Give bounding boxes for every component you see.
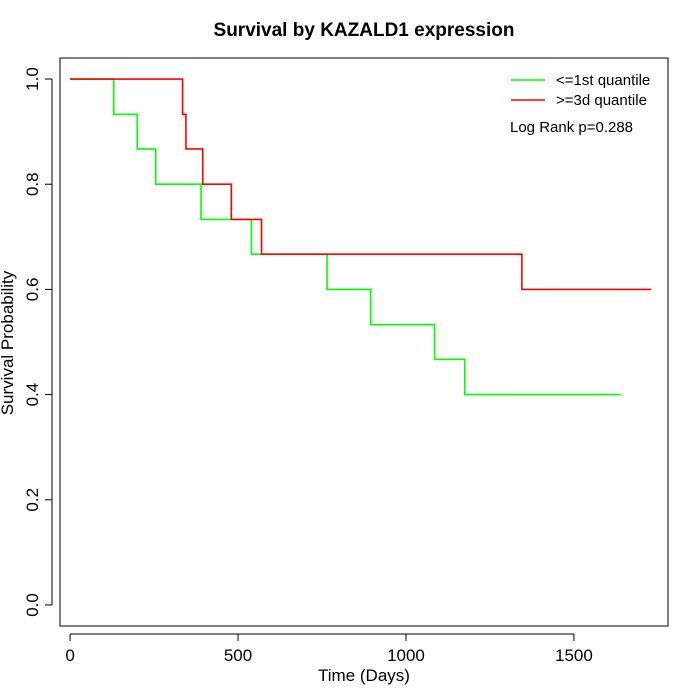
y-tick-label: 0.0 — [23, 593, 42, 617]
plot-frame — [59, 57, 669, 627]
y-tick-label: 0.2 — [23, 488, 42, 512]
y-tick-label: 0.6 — [23, 278, 42, 302]
y-tick-label: 0.4 — [23, 383, 42, 407]
y-tick-label: 1.0 — [23, 67, 42, 91]
legend-label-2: >=3d quantile — [556, 92, 647, 109]
chart-title: Survival by KAZALD1 expression — [214, 20, 515, 41]
legend: <=1st quantile >=3d quantile — [511, 72, 650, 109]
y-axis-label: Survival Probability — [0, 270, 17, 415]
series-lines — [70, 78, 652, 396]
x-tick-label: 1000 — [387, 646, 425, 665]
x-tick-label: 0 — [65, 646, 74, 665]
x-axis-label: Time (Days) — [318, 666, 410, 685]
series-line-2 — [70, 78, 652, 291]
series-line-1 — [70, 78, 621, 396]
y-axis: 0.0 0.2 0.4 0.6 0.8 1.0 — [23, 67, 53, 617]
x-tick-label: 500 — [224, 646, 252, 665]
legend-label-1: <=1st quantile — [556, 72, 650, 89]
y-tick-label: 0.8 — [23, 172, 42, 196]
log-rank-annotation: Log Rank p=0.288 — [510, 119, 633, 136]
x-axis: 0 500 1000 1500 — [65, 633, 593, 665]
x-tick-label: 1500 — [555, 646, 593, 665]
